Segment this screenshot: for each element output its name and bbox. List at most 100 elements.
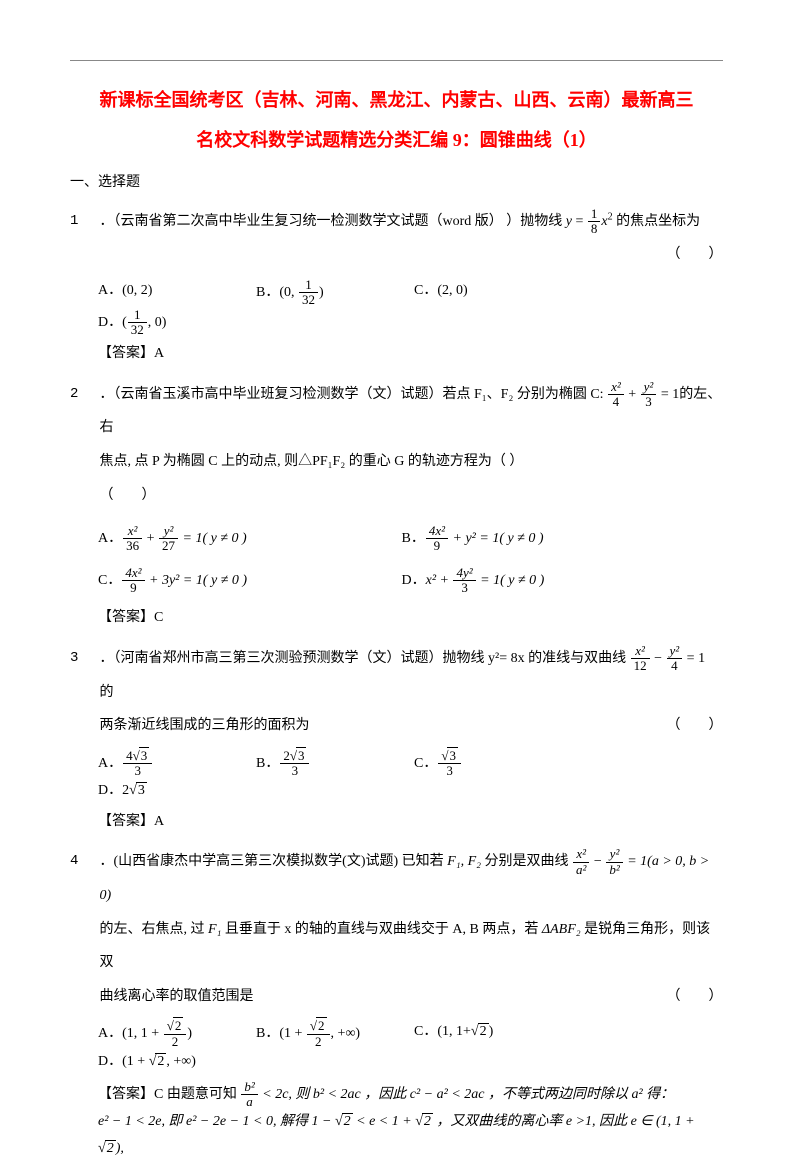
q3a-den: 3 bbox=[123, 764, 152, 778]
q4-f1n: x² bbox=[573, 847, 589, 862]
q1-optC-val: (2, 0) bbox=[437, 283, 467, 298]
q1b-den: 32 bbox=[299, 293, 318, 307]
q1-optA: A．(0, 2) bbox=[98, 278, 248, 308]
q4-line2-mid: 且垂直于 x 的轴的直线与双曲线交于 A, B 两点，若 bbox=[221, 922, 541, 937]
q3-text-pre: ．（河南省郑州市高三第三次测验预测数学（文）试题）抛物线 y²= 8x 的准线与… bbox=[100, 651, 630, 666]
question-4: 4 ．(山西省康杰中学高三第三次模拟数学(文)试题) 已知若 F₁, F₂ 分别… bbox=[70, 845, 723, 1013]
q4b-den: 2 bbox=[307, 1035, 330, 1049]
q3b-frac: 2√33 bbox=[280, 749, 309, 779]
q3a-frac: 4√33 bbox=[123, 749, 152, 779]
q3-f2d: 4 bbox=[667, 659, 683, 673]
q2c-f1: 4x²9 bbox=[122, 566, 144, 596]
q3-f2: y²4 bbox=[667, 644, 683, 674]
q4-f2d: b² bbox=[606, 863, 622, 877]
q1-optD-label: D． bbox=[98, 315, 122, 330]
q4a-label: A． bbox=[98, 1026, 122, 1041]
q1-options: A．(0, 2) B．(0, 132) C．(2, 0) D．(132, 0) bbox=[98, 278, 723, 337]
q1-answer: 【答案】A bbox=[98, 341, 723, 368]
q2-f2: y²3 bbox=[641, 380, 657, 410]
q4-f2: y²b² bbox=[606, 847, 622, 877]
q4-optC: C．(1, 1+√2) bbox=[414, 1019, 564, 1049]
q2c-f1d: 9 bbox=[122, 581, 144, 595]
q4-line2-pre: 的左、右焦点, 过 bbox=[100, 922, 209, 937]
q2-number: 2 bbox=[70, 378, 96, 412]
q3-answer: 【答案】A bbox=[98, 809, 723, 836]
question-3: 3 ．（河南省郑州市高三第三次测验预测数学（文）试题）抛物线 y²= 8x 的准… bbox=[70, 642, 723, 743]
q4b-post: , +∞) bbox=[331, 1026, 361, 1041]
q2-optB: B．4x²9 + y² = 1( y ≠ 0 ) bbox=[402, 524, 702, 554]
q4-F1: F₁ bbox=[208, 922, 221, 937]
q4-optB: B．(1 + √22, +∞) bbox=[256, 1019, 406, 1049]
q1-frac-den: 8 bbox=[588, 222, 601, 236]
q2c-mid: + 3y² bbox=[146, 573, 180, 588]
q2-answer: 【答案】C bbox=[98, 605, 723, 632]
q3-number: 3 bbox=[70, 642, 96, 676]
q3-optA: A．4√33 bbox=[98, 749, 248, 779]
q4-minus: − bbox=[590, 854, 605, 869]
q1-optD-frac: 132 bbox=[128, 308, 147, 338]
q4d-label: D． bbox=[98, 1054, 122, 1069]
q1-frac: 18 bbox=[588, 207, 601, 237]
q2b-f1n: 4x² bbox=[426, 524, 448, 539]
q4-sol1: < 2c, 则 b² < 2ac ，因此 c² − a² < 2ac ，不等式两… bbox=[259, 1087, 674, 1102]
q4-sol-f1d: a bbox=[241, 1095, 257, 1109]
q3b-num: 2√3 bbox=[280, 749, 309, 764]
q1-optD-post: , 0) bbox=[148, 315, 167, 330]
question-2: 2 ．（云南省玉溪市高中毕业班复习检测数学（文）试题）若点 F₁、F₂ 分别为椭… bbox=[70, 378, 723, 512]
q1-optC-label: C． bbox=[414, 283, 437, 298]
q2d-f1d: 3 bbox=[453, 581, 475, 595]
q4-f1f2: F₁, F₂ bbox=[447, 854, 481, 869]
q4-options: A．(1, 1 + √22) B．(1 + √22, +∞) C．(1, 1+√… bbox=[98, 1019, 723, 1075]
q2d-f1: 4y²3 bbox=[453, 566, 475, 596]
q3-optD: D．2√3 bbox=[98, 778, 248, 805]
q2a-f1n: x² bbox=[123, 524, 142, 539]
q2-plus: + bbox=[625, 387, 640, 402]
q2c-f1n: 4x² bbox=[122, 566, 144, 581]
q1-body: ．（云南省第二次高中毕业生复习统一检测数学文试题（word 版） ）抛物线 y … bbox=[100, 205, 723, 272]
q2-blank: （ ） bbox=[100, 488, 156, 503]
q3-blank: （ ） bbox=[667, 709, 723, 743]
q1-blank: （ ） bbox=[667, 238, 723, 272]
q2-text-pre: ．（云南省玉溪市高中毕业班复习检测数学（文）试题）若点 F₁、F₂ 分别为椭圆 … bbox=[100, 387, 608, 402]
q2d-pre: x² + bbox=[426, 573, 453, 588]
q3-f2n: y² bbox=[667, 644, 683, 659]
q3-post1: 的 bbox=[100, 685, 114, 700]
title-line-1: 新课标全国统考区（吉林、河南、黑龙江、内蒙古、山西、云南）最新高三 bbox=[70, 81, 723, 121]
q2a-label: A． bbox=[98, 531, 122, 546]
q2-f2n: y² bbox=[641, 380, 657, 395]
q4-number: 4 bbox=[70, 845, 96, 879]
q2b-tail: = 1( y ≠ 0 ) bbox=[476, 531, 544, 546]
q2c-label: C． bbox=[98, 573, 121, 588]
q3c-label: C． bbox=[414, 756, 437, 771]
q3b-label: B． bbox=[256, 756, 279, 771]
q2-f1d: 4 bbox=[608, 395, 624, 409]
q2-optD: D．x² + 4y²3 = 1( y ≠ 0 ) bbox=[402, 566, 702, 596]
q3-f1n: x² bbox=[631, 644, 650, 659]
q1-number: 1 bbox=[70, 205, 96, 239]
q4-tri: ΔABF₂ bbox=[542, 922, 581, 937]
q4-sol2: e² − 1 < 2e, 即 e² − 2e − 1 < 0, 解得 1 − √… bbox=[98, 1114, 695, 1156]
q4-line3: 曲线离心率的取值范围是 bbox=[100, 989, 254, 1004]
q4-sol-f1: b²a bbox=[241, 1080, 257, 1110]
q2a-f2d: 27 bbox=[159, 539, 178, 553]
q2-optA: A．x²36 + y²27 = 1( y ≠ 0 ) bbox=[98, 524, 398, 554]
q4-answer: 【答案】C 由题意可知 b²a < 2c, 则 b² < 2ac ，因此 c² … bbox=[98, 1080, 723, 1162]
q2-eq1: = 1 bbox=[657, 387, 679, 402]
q2a-f2: y²27 bbox=[159, 524, 178, 554]
q4b-frac: √22 bbox=[307, 1019, 330, 1049]
q1-optA-val: (0, 2) bbox=[122, 283, 152, 298]
q4-ans-pre: 【答案】C 由题意可知 bbox=[98, 1087, 240, 1102]
q4-blank: （ ） bbox=[667, 980, 723, 1014]
q1-optB-frac: 132 bbox=[299, 278, 318, 308]
q1-optC: C．(2, 0) bbox=[414, 278, 564, 308]
q2-line2: 焦点, 点 P 为椭圆 C 上的动点, 则△PF₁F₂ 的重心 G 的轨迹方程为… bbox=[100, 454, 524, 469]
q3a-num: 4√3 bbox=[123, 749, 152, 764]
q2-options: A．x²36 + y²27 = 1( y ≠ 0 ) B．4x²9 + y² =… bbox=[98, 518, 723, 601]
q3-optB: B．2√33 bbox=[256, 749, 406, 779]
q4-sol-f1n: b² bbox=[241, 1080, 257, 1095]
q4-f2n: y² bbox=[606, 847, 622, 862]
q1d-num: 1 bbox=[128, 308, 147, 323]
q1d-den: 32 bbox=[128, 323, 147, 337]
q2-body: ．（云南省玉溪市高中毕业班复习检测数学（文）试题）若点 F₁、F₂ 分别为椭圆 … bbox=[100, 378, 723, 512]
q4a-frac: √22 bbox=[164, 1019, 187, 1049]
